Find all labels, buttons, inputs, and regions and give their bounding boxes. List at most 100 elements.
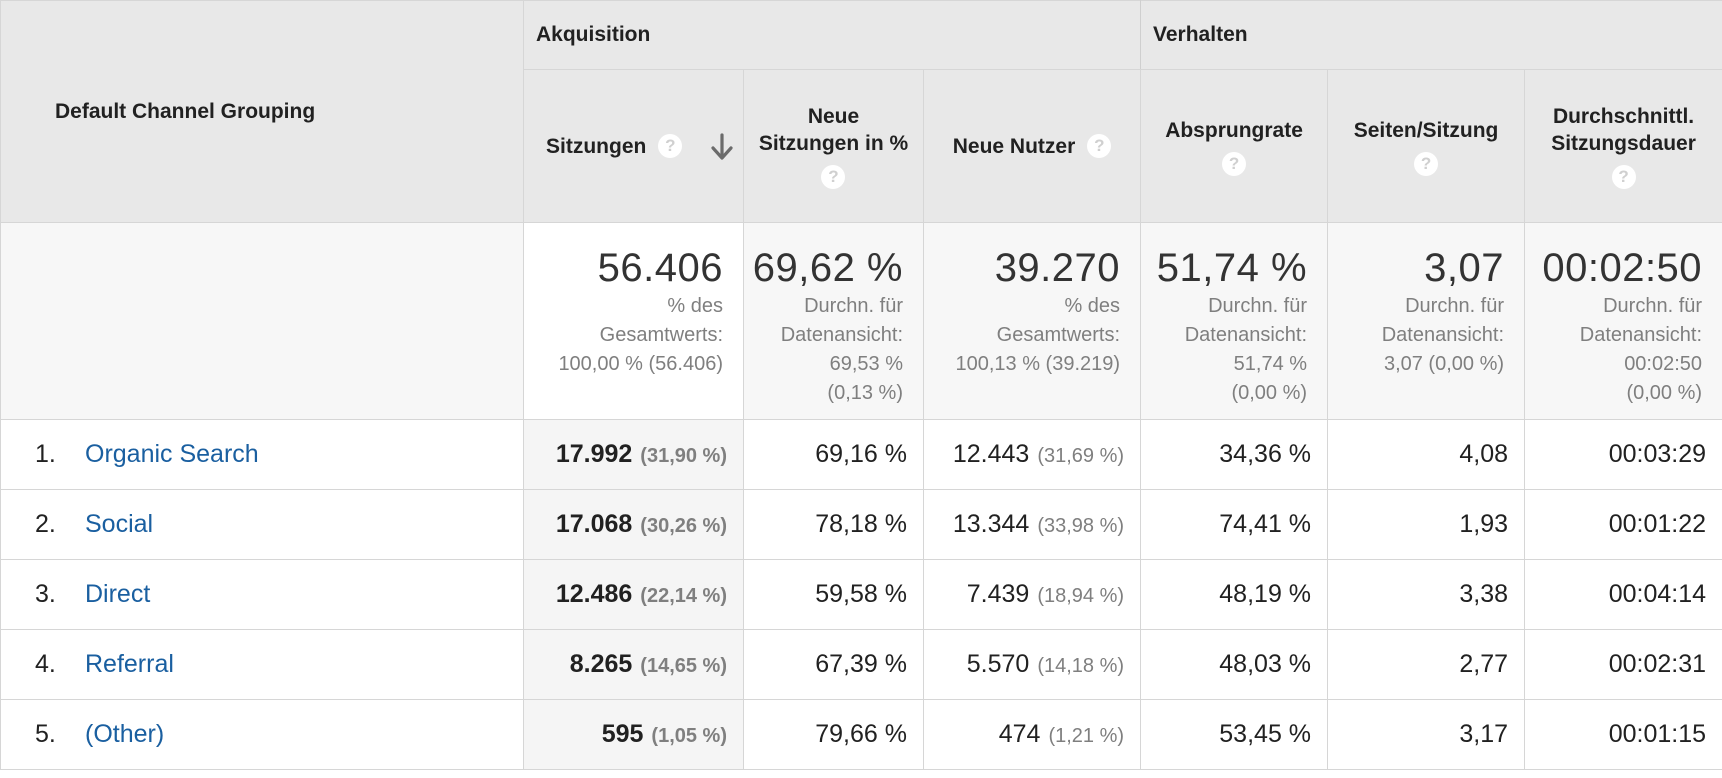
sessions-value: 17.992 — [555, 440, 633, 468]
summary-caption: 51,74 % — [1233, 353, 1308, 375]
table-row: 5. (Other) 595 (1,05 %) 79,66 % 474 (1,21 %… — [0, 699, 1722, 770]
channel-link[interactable]: Referral — [85, 650, 174, 678]
new-sessions-cell: 79,66 % — [743, 699, 924, 770]
channel-link[interactable]: Social — [85, 510, 154, 538]
group-acquisition: Akquisition — [523, 0, 1142, 70]
group-header-row: Default Channel Grouping Akquisition Ver… — [0, 0, 1722, 223]
bounce-rate-cell: 48,03 % — [1140, 629, 1329, 700]
new-users-cell: 474 (1,21 %) — [922, 699, 1142, 770]
new-users-value: 7.439 — [966, 580, 1030, 608]
summary-caption: (0,13 %) — [827, 382, 903, 404]
summary-caption: Datenansicht: — [1184, 324, 1308, 346]
new-users-value: 474 — [998, 720, 1041, 748]
avg-duration-header[interactable]: Durchschnittl. Sitzungsdauer ? — [1524, 69, 1722, 223]
table-row: 2. Social 17.068 (30,26 %) 78,18 % 13.344 (… — [0, 489, 1722, 560]
row-rank: 4. — [35, 650, 56, 678]
bounce-rate-cell: 34,36 % — [1140, 419, 1329, 490]
summary-value: 69,62 % — [752, 246, 903, 290]
pages-per-session-header-label[interactable]: Seiten/Sitzung — [1353, 118, 1499, 142]
help-icon[interactable]: ? — [1222, 151, 1247, 176]
sessions-header-label[interactable]: Sitzungen — [546, 134, 647, 158]
pages-per-session-header[interactable]: Seiten/Sitzung ? — [1327, 69, 1526, 223]
sessions-percent: (31,90 %) — [640, 445, 727, 467]
arrow-down-icon[interactable] — [709, 132, 735, 162]
new-users-value: 13.344 — [952, 510, 1030, 538]
new-users-header[interactable]: Neue Nutzer ? — [922, 69, 1142, 223]
new-users-header-label[interactable]: Neue Nutzer — [952, 134, 1076, 158]
channel-link[interactable]: (Other) — [85, 720, 165, 748]
summary-caption: 100,00 % (56.406) — [558, 353, 723, 375]
channel-cell: 1. Organic Search — [0, 419, 524, 490]
sessions-cell: 595 (1,05 %) — [523, 699, 744, 770]
summary-caption: Datenansicht: — [1579, 324, 1703, 346]
sessions-value: 17.068 — [555, 510, 633, 538]
sessions-value: 8.265 — [569, 650, 633, 678]
summary-new-sessions: 69,62 % Durchn. für Datenansicht: 69,53 … — [743, 222, 924, 420]
sessions-cell: 17.992 (31,90 %) — [523, 419, 744, 490]
pages-cell: 4,08 — [1327, 419, 1526, 490]
sessions-percent: (30,26 %) — [640, 515, 727, 537]
summary-caption: (0,00 %) — [1231, 382, 1308, 404]
summary-caption: Durchn. für — [804, 295, 903, 317]
new-sessions-header-line2[interactable]: Sitzungen in % — [758, 132, 909, 155]
help-icon[interactable]: ? — [1414, 151, 1439, 176]
new-sessions-header[interactable]: Neue Sitzungen in % ? — [743, 69, 924, 223]
new-sessions-header-line1[interactable]: Neue — [807, 105, 860, 128]
sessions-percent: (1,05 %) — [651, 725, 727, 747]
pages-cell: 3,17 — [1327, 699, 1526, 770]
summary-value: 39.270 — [994, 246, 1121, 290]
new-users-percent: (18,94 %) — [1037, 585, 1125, 607]
sessions-cell: 12.486 (22,14 %) — [523, 559, 744, 630]
bounce-rate-header-label[interactable]: Absprungrate — [1165, 118, 1303, 142]
summary-value: 56.406 — [597, 246, 723, 290]
summary-dimension-cell — [0, 222, 524, 420]
help-icon[interactable]: ? — [658, 134, 683, 158]
channel-link[interactable]: Organic Search — [85, 440, 259, 468]
new-users-cell: 13.344 (33,98 %) — [922, 489, 1142, 560]
new-users-value: 5.570 — [966, 650, 1030, 678]
new-users-cell: 7.439 (18,94 %) — [922, 559, 1142, 630]
new-sessions-cell: 67,39 % — [743, 629, 924, 700]
sessions-cell: 8.265 (14,65 %) — [523, 629, 744, 700]
summary-caption: Durchn. für — [1405, 295, 1505, 317]
summary-caption: 69,53 % — [829, 353, 903, 375]
summary-caption: Datenansicht: — [1381, 324, 1505, 346]
new-users-percent: (14,18 %) — [1037, 655, 1125, 677]
channel-cell: 4. Referral — [0, 629, 524, 700]
duration-cell: 00:04:14 — [1524, 559, 1722, 630]
sessions-header[interactable]: Sitzungen ? — [523, 69, 744, 223]
new-users-cell: 5.570 (14,18 %) — [922, 629, 1142, 700]
summary-caption: Durchn. für — [1603, 295, 1703, 317]
help-icon[interactable]: ? — [1611, 165, 1636, 189]
help-icon[interactable]: ? — [1087, 134, 1112, 158]
duration-cell: 00:01:22 — [1524, 489, 1722, 560]
row-rank: 1. — [35, 440, 56, 468]
table-row: 3. Direct 12.486 (22,14 %) 59,58 % 7.439 (1… — [0, 559, 1722, 630]
summary-caption: (0,00 %) — [1626, 382, 1703, 404]
new-users-cell: 12.443 (31,69 %) — [922, 419, 1142, 490]
channel-cell: 3. Direct — [0, 559, 524, 630]
summary-caption: Durchn. für — [1208, 295, 1308, 317]
channel-link[interactable]: Direct — [85, 580, 151, 608]
new-sessions-cell: 69,16 % — [743, 419, 924, 490]
summary-caption: Gesamtwerts: — [996, 324, 1121, 346]
summary-bounce-rate: 51,74 % Durchn. für Datenansicht: 51,74 … — [1140, 222, 1329, 420]
summary-caption: Gesamtwerts: — [599, 324, 723, 346]
avg-duration-header-line1[interactable]: Durchschnittl. — [1552, 105, 1695, 128]
avg-duration-header-line2[interactable]: Sitzungsdauer — [1551, 132, 1696, 155]
sessions-value: 595 — [601, 720, 644, 748]
bounce-rate-header[interactable]: Absprungrate ? — [1140, 69, 1329, 223]
metric-header-row: Sitzungen ? Neue Sitzungen in % ? Neue N… — [1, 69, 1722, 223]
duration-cell: 00:01:15 — [1524, 699, 1722, 770]
pages-cell: 1,93 — [1327, 489, 1526, 560]
new-users-value: 12.443 — [952, 440, 1030, 468]
summary-pages-per-session: 3,07 Durchn. für Datenansicht: 3,07 (0,0… — [1327, 222, 1526, 420]
dimension-header[interactable]: Default Channel Grouping — [0, 0, 524, 223]
help-icon[interactable]: ? — [821, 165, 846, 189]
channel-cell: 5. (Other) — [0, 699, 524, 770]
new-users-percent: (1,21 %) — [1048, 725, 1125, 747]
summary-avg-duration: 00:02:50 Durchn. für Datenansicht: 00:02… — [1524, 222, 1722, 420]
table-row: 1. Organic Search 17.992 (31,90 %) 69,16 %… — [0, 419, 1722, 490]
group-behavior: Verhalten — [1140, 0, 1722, 70]
